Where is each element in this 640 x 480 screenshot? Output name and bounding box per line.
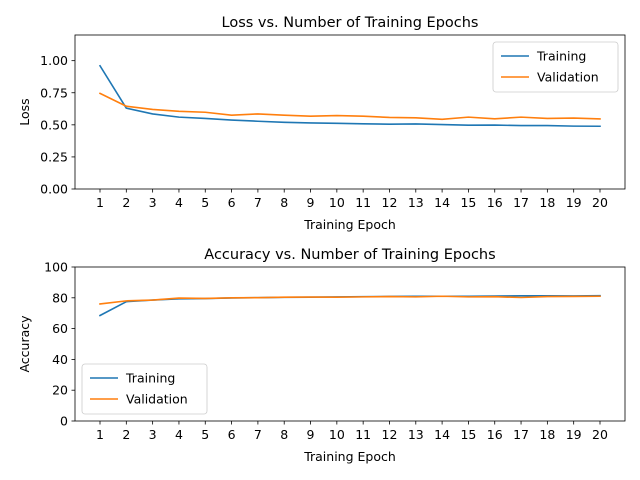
loss-xtick-label: 12	[382, 195, 398, 210]
loss-ytick-label: 1.00	[40, 53, 68, 68]
accuracy-xtick-label: 2	[122, 427, 130, 442]
loss-legend-box	[492, 41, 619, 93]
accuracy-legend: Training Validation	[81, 363, 208, 415]
accuracy-xtick-label: 20	[592, 427, 608, 442]
loss-xtick-label: 15	[460, 195, 476, 210]
accuracy-xtick-label: 19	[566, 427, 582, 442]
loss-ytick-label: 0.25	[40, 149, 68, 164]
accuracy-xtick-label: 6	[228, 427, 236, 442]
loss-xtick-label: 10	[329, 195, 345, 210]
accuracy-xtick-label: 4	[175, 427, 183, 442]
accuracy-chart: Accuracy vs. Number of Training Epochs 0 2…	[17, 247, 626, 464]
accuracy-ytick-label: 60	[52, 321, 68, 336]
loss-xtick-label: 4	[175, 195, 183, 210]
accuracy-xtick-label: 15	[460, 427, 476, 442]
accuracy-xtick-label: 18	[539, 427, 555, 442]
loss-xtick-label: 5	[201, 195, 209, 210]
loss-legend: Training Validation	[492, 41, 619, 93]
accuracy-legend-label-training: Training	[125, 371, 175, 386]
loss-xtick-label: 11	[355, 195, 371, 210]
accuracy-y-axis-label: Accuracy	[17, 315, 32, 373]
loss-xtick-label: 9	[307, 195, 315, 210]
loss-xtick-label: 7	[254, 195, 262, 210]
loss-axes-frame	[74, 34, 626, 190]
accuracy-xtick-label: 11	[355, 427, 371, 442]
loss-chart-title: Loss vs. Number of Training Epochs	[222, 15, 479, 31]
accuracy-x-axis-label: Training Epoch	[303, 449, 396, 464]
loss-xtick-label: 13	[408, 195, 424, 210]
loss-xtick-label: 17	[513, 195, 529, 210]
accuracy-ytick-label: 20	[52, 383, 68, 398]
accuracy-xtick-label: 1	[96, 427, 104, 442]
loss-xtick-label: 8	[280, 195, 288, 210]
loss-xtick-label: 6	[228, 195, 236, 210]
loss-xtick-label: 20	[592, 195, 608, 210]
loss-xtick-label: 18	[539, 195, 555, 210]
accuracy-xtick-label: 13	[408, 427, 424, 442]
accuracy-ytick-label: 40	[52, 352, 68, 367]
loss-xtick-label: 3	[149, 195, 157, 210]
accuracy-series-validation-line	[99, 295, 601, 305]
loss-ytick-label: 0.50	[40, 117, 68, 132]
accuracy-legend-label-validation: Validation	[126, 392, 188, 407]
accuracy-legend-box	[81, 363, 208, 415]
accuracy-axes-frame	[74, 266, 626, 422]
accuracy-xtick-label: 10	[329, 427, 345, 442]
loss-xtick-label: 19	[566, 195, 582, 210]
loss-legend-label-training: Training	[536, 49, 586, 64]
loss-series-validation-line	[98, 92, 601, 121]
accuracy-xtick-label: 7	[254, 427, 262, 442]
accuracy-ytick-label: 80	[52, 290, 68, 305]
loss-xtick-label: 16	[487, 195, 503, 210]
loss-ytick-label: 0.00	[40, 182, 68, 197]
accuracy-xtick-label: 5	[201, 427, 209, 442]
loss-ytick-label: 0.75	[40, 85, 68, 100]
accuracy-ytick-label: 0	[60, 414, 68, 429]
accuracy-xtick-label: 16	[487, 427, 503, 442]
loss-chart: Loss vs. Number of Training Epochs 0.00 0.…	[17, 15, 626, 232]
accuracy-ytick-label: 100	[44, 260, 68, 275]
accuracy-chart-title: Accuracy vs. Number of Training Epochs	[204, 247, 495, 263]
loss-xtick-label: 1	[96, 195, 104, 210]
loss-series-training-line	[98, 64, 601, 128]
loss-legend-label-validation: Validation	[537, 70, 599, 85]
accuracy-xtick-label: 3	[149, 427, 157, 442]
loss-x-axis-label: Training Epoch	[303, 217, 396, 232]
loss-xtick-label: 2	[122, 195, 130, 210]
accuracy-xtick-label: 8	[280, 427, 288, 442]
loss-xtick-label: 14	[434, 195, 450, 210]
loss-y-axis-label: Loss	[17, 98, 32, 125]
accuracy-xtick-label: 9	[307, 427, 315, 442]
accuracy-xtick-label: 14	[434, 427, 450, 442]
accuracy-xtick-label: 12	[382, 427, 398, 442]
accuracy-xtick-label: 17	[513, 427, 529, 442]
